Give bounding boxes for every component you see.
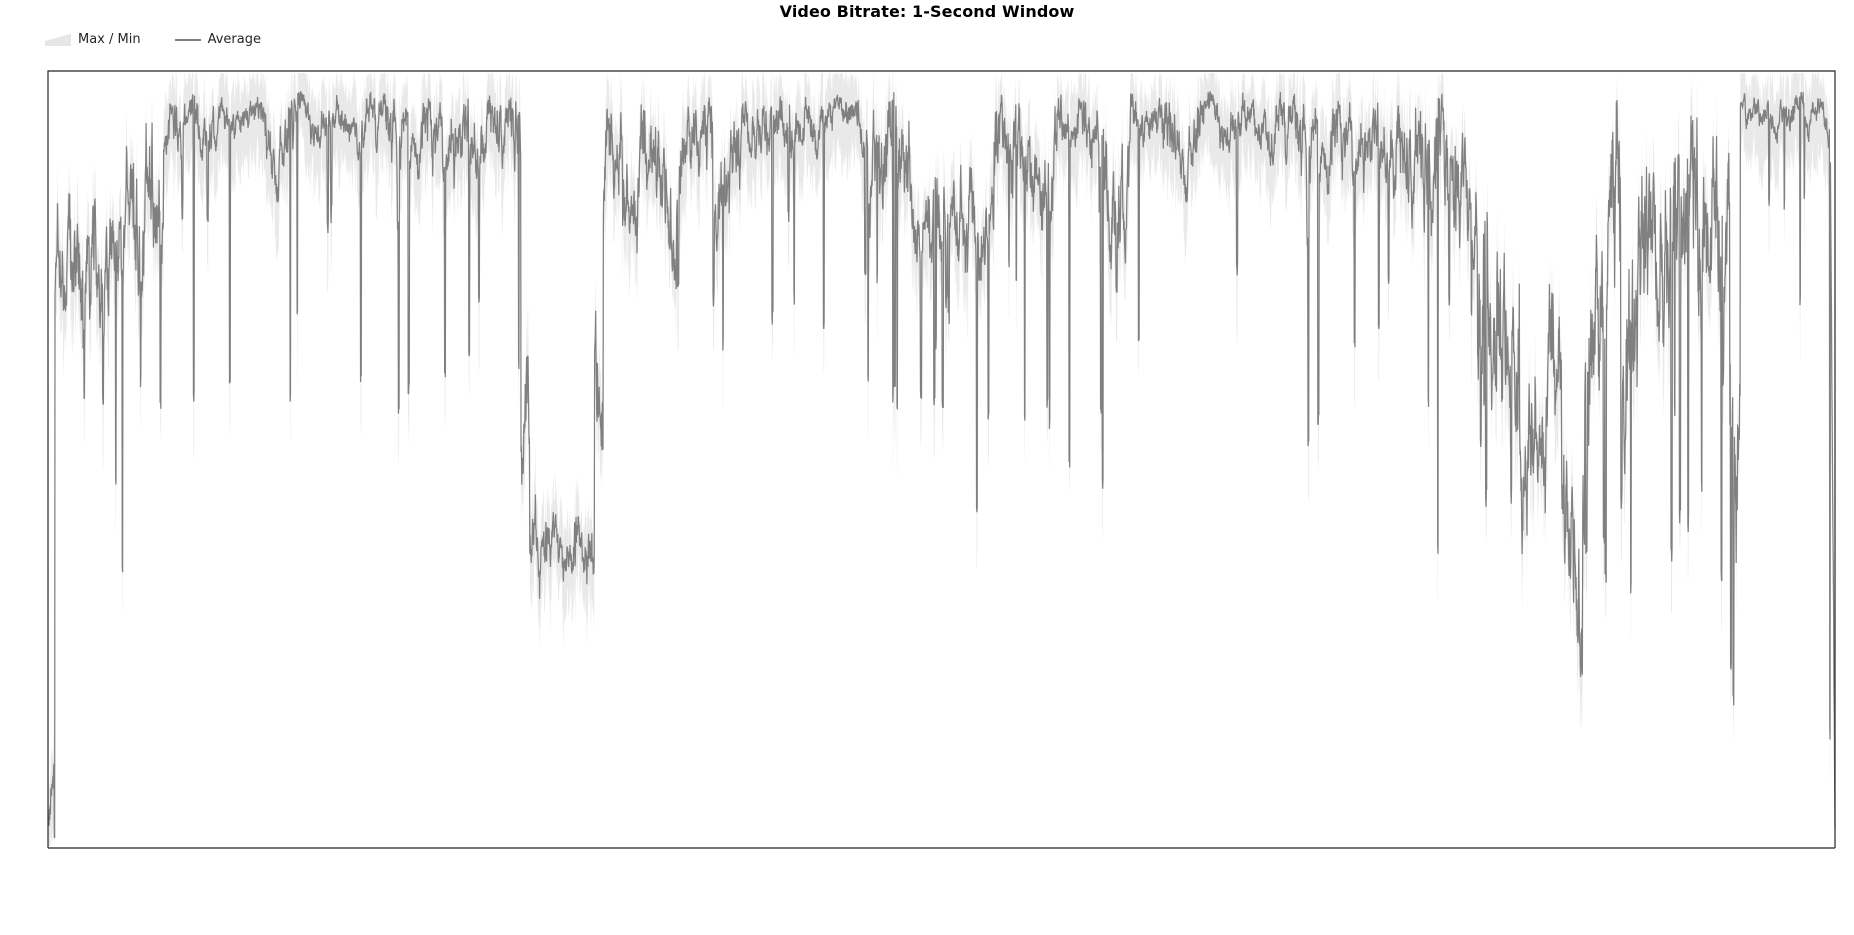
legend-label-average: Average (207, 32, 261, 47)
average-line (47, 91, 1836, 839)
legend-label-max-min: Max / Min (78, 32, 141, 47)
average-line-path (47, 91, 1836, 839)
legend-item-max-min[interactable]: Max / Min (45, 32, 141, 47)
max-min-band-path (48, 73, 1835, 846)
chart-title: Video Bitrate: 1-Second Window (779, 2, 1075, 21)
legend-item-average[interactable]: Average (174, 32, 261, 47)
plot-frame (47, 70, 1836, 848)
max-min-band (48, 73, 1835, 846)
axes (47, 70, 1836, 849)
line-swatch-icon (174, 38, 201, 41)
chart-legend: Max / Min Average (45, 32, 261, 47)
